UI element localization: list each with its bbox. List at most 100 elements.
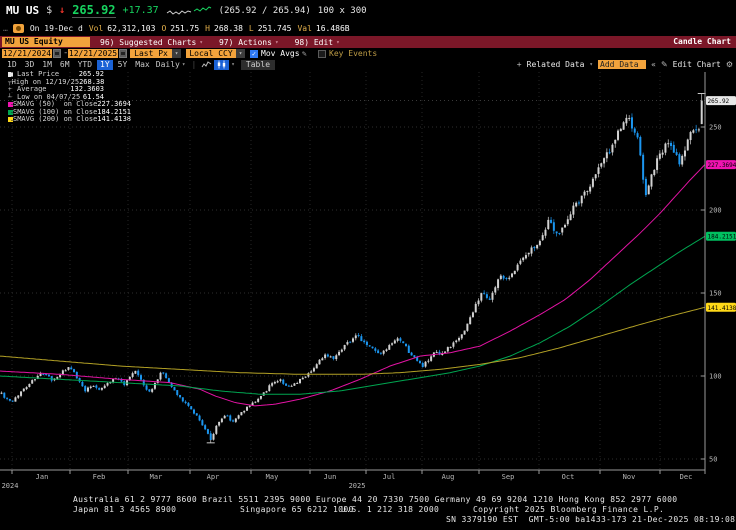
candlesticks xyxy=(0,96,703,441)
mov-avgs-checkbox[interactable]: ✓ xyxy=(250,49,258,58)
high-label: H xyxy=(205,23,210,33)
y-tick-label: 50 xyxy=(709,456,717,464)
axis-price-box-label: 227.3694 xyxy=(708,162,736,169)
chevron-down-icon: ▾ xyxy=(181,60,186,68)
vol-value: 62,312,103 xyxy=(107,23,156,33)
month-label: Jan xyxy=(36,473,49,481)
legend-value: 268.38 xyxy=(79,78,104,87)
menu-actions[interactable]: 97) Actions ▾ xyxy=(218,37,279,47)
legend-marker-icon: ┴ xyxy=(8,94,17,102)
legend-marker-icon: + xyxy=(8,86,17,94)
chart-settings-icon[interactable]: ⚙ xyxy=(725,60,733,69)
open-label: O xyxy=(161,23,167,33)
session-date: On 19-Dec d xyxy=(29,23,83,33)
currency-symbol: $ xyxy=(46,5,53,16)
month-label: Feb xyxy=(93,473,106,481)
settings-bar: 12/21/2024 - 12/21/2025 Last Px ▾ Local … xyxy=(0,48,736,59)
menu-edit[interactable]: 98) Edit ▾ xyxy=(294,37,340,47)
calendar-icon[interactable] xyxy=(119,49,127,58)
chevron-down-icon[interactable]: ▾ xyxy=(236,49,245,58)
related-data-dropdown[interactable]: Related Data xyxy=(526,60,585,69)
date-to-input[interactable]: 12/21/2025 xyxy=(68,49,118,58)
chart-legend: Last Price265.92┬High on 12/19/25268.38+… xyxy=(8,70,131,124)
calendar-icon[interactable] xyxy=(53,49,61,58)
legend-swatch-icon xyxy=(8,102,13,108)
legend-row-6[interactable]: SMAVG (200) on Close141.4138 xyxy=(8,115,131,124)
axis-price-box-3 xyxy=(706,302,736,312)
legend-row-0[interactable]: Last Price265.92 xyxy=(8,70,104,79)
add-data-input[interactable] xyxy=(598,60,647,69)
month-label: Nov xyxy=(623,473,636,481)
year-label: 2024 xyxy=(2,482,19,490)
legend-row-5[interactable]: SMAVG (100) on Close184.2151 xyxy=(8,108,131,117)
price-down-arrow-icon: ↓ xyxy=(59,5,66,16)
edit-chart-icon[interactable]: ✎ xyxy=(660,60,668,69)
period-button-5y[interactable]: 5Y xyxy=(117,59,128,69)
open-value: 251.75 xyxy=(170,23,200,33)
table-button[interactable]: Table xyxy=(240,59,276,70)
legend-value: 227.3694 xyxy=(97,100,131,109)
security-input[interactable]: MU US Equity xyxy=(2,37,90,47)
axis-price-box-label: 265.92 xyxy=(708,98,730,105)
year-label: 2025 xyxy=(349,482,366,490)
vol-label: Vol xyxy=(88,23,104,33)
period-button-max[interactable]: Max xyxy=(135,59,150,69)
axis-price-box-1 xyxy=(706,160,736,170)
legend-value: 184.2151 xyxy=(97,108,131,117)
price-chart[interactable]: 250 200 150 100 50 Jan Feb Mar Apr May Jun Jul Aug Se… xyxy=(0,70,736,492)
line-chart-type-button[interactable] xyxy=(199,60,214,70)
currency-dropdown[interactable]: Local CCY xyxy=(186,49,236,58)
month-label: Apr xyxy=(207,473,220,481)
legend-label: Last Price xyxy=(17,70,79,79)
month-label: Jul xyxy=(383,473,396,481)
period-button-1m[interactable]: 1M xyxy=(42,59,52,69)
menu-suggested-charts[interactable]: 96) Suggested Charts ▾ xyxy=(100,37,203,47)
legend-row-4[interactable]: SMAVG (50) on Close227.3694 xyxy=(8,100,131,109)
chevron-down-icon[interactable]: ▾ xyxy=(172,49,181,58)
legend-label: Average xyxy=(17,85,70,94)
legend-row-2[interactable]: +Average132.3603 xyxy=(8,85,104,94)
period-button-3d[interactable]: 3D xyxy=(24,59,35,69)
legend-label: High on 12/19/25 xyxy=(12,78,79,87)
intraday-chart-icon[interactable] xyxy=(12,23,24,33)
edit-chart-button[interactable]: Edit Chart xyxy=(672,60,721,69)
period-button-6m[interactable]: 6M xyxy=(59,59,70,69)
collapse-panel-icon[interactable]: « xyxy=(651,60,656,69)
ma-line-1 xyxy=(0,235,706,395)
period-button-ytd[interactable]: YTD xyxy=(77,59,93,69)
axis-price-box-label: 184.2151 xyxy=(708,234,736,241)
period-button-1d[interactable]: 1D xyxy=(7,59,17,69)
y-tick-label: 250 xyxy=(709,124,722,132)
footer-terminal-info: SN 3379190 EST GMT-5:00 ba1433-173 21-De… xyxy=(446,515,736,524)
val-label: Val xyxy=(297,23,312,33)
legend-value: 132.3603 xyxy=(70,85,104,94)
legend-swatch-icon xyxy=(8,117,13,123)
candle-chart-type-button[interactable] xyxy=(214,59,230,70)
quote-line: MU US $ ↓ 265.92 +17.37 (265.92 / 265.94… xyxy=(0,0,736,21)
frequency-dropdown[interactable]: Daily ▾ xyxy=(155,59,186,69)
date-from-input[interactable]: 12/21/2024 xyxy=(2,49,52,58)
month-label: May xyxy=(266,473,279,481)
month-label: Dec xyxy=(680,473,693,481)
legend-swatch-icon xyxy=(8,72,17,78)
legend-row-1[interactable]: ┬High on 12/19/25268.38 xyxy=(8,78,104,87)
key-events-checkbox[interactable] xyxy=(318,49,326,58)
month-label: Oct xyxy=(562,473,575,481)
y-tick-label: 200 xyxy=(709,207,722,215)
study-dropdown[interactable]: Last Px xyxy=(130,49,172,58)
month-label: Mar xyxy=(150,473,163,481)
month-label: Sep xyxy=(502,473,515,481)
axis-price-box-0 xyxy=(706,96,736,106)
price-change: +17.37 xyxy=(122,5,159,16)
footer-singapore: Singapore 65 6212 1000 xyxy=(240,505,354,514)
footer-us: U.S. 1 212 318 2000 xyxy=(341,505,440,514)
chart-type-title: Candle Chart xyxy=(673,37,731,46)
low-value: 251.745 xyxy=(257,23,292,33)
period-button-1y[interactable]: 1Y xyxy=(97,59,113,70)
chevron-down-icon: ▾ xyxy=(274,38,279,46)
ma-line-2 xyxy=(0,306,706,375)
legend-row-3[interactable]: ┴Low on 04/07/2561.54 xyxy=(8,93,104,102)
chevron-down-icon[interactable]: ▾ xyxy=(231,61,235,68)
footer-phones-line1: Australia 61 2 9777 8600 Brazil 5511 239… xyxy=(73,495,678,504)
edit-mov-avgs-icon[interactable]: ✎ xyxy=(302,49,307,58)
